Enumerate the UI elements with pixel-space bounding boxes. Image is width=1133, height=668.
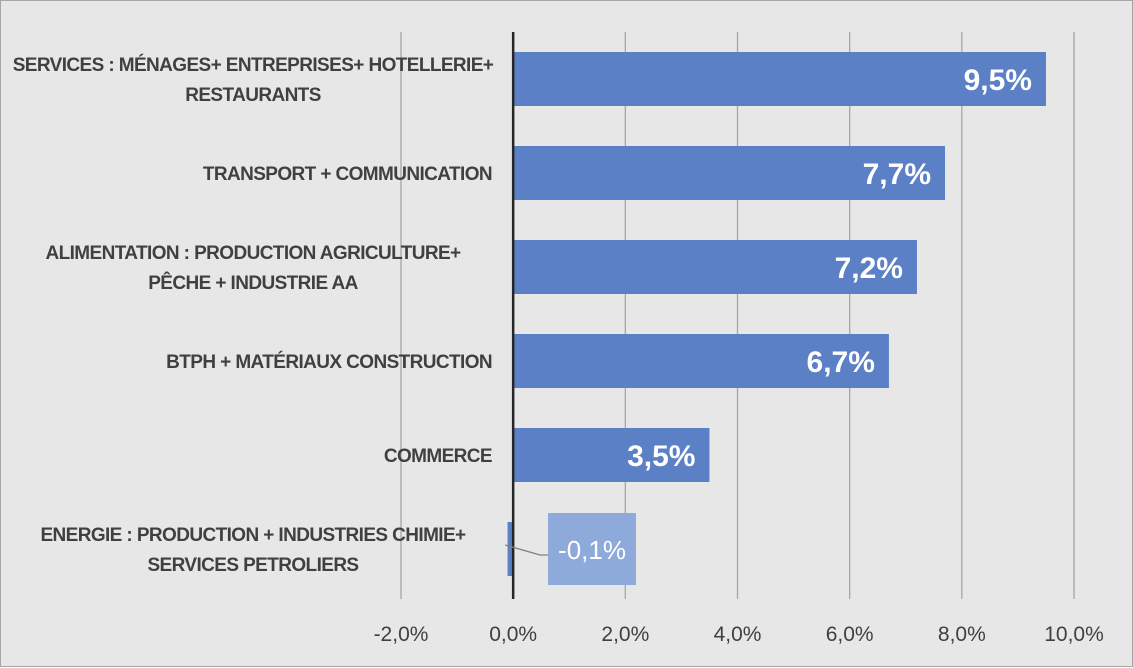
category-label: COMMERCE xyxy=(384,446,492,467)
x-tick-label: 6,0% xyxy=(826,623,874,646)
bar-btph-materiaux xyxy=(513,334,889,388)
category-label-line: RESTAURANTS xyxy=(185,85,321,106)
category-label: ENERGIE : PRODUCTION + INDUSTRIES CHIMIE… xyxy=(40,525,466,576)
x-tick-label: -2,0% xyxy=(374,623,429,646)
gridlines xyxy=(400,32,1075,599)
category-label: ALIMENTATION : PRODUCTION AGRICULTURE+ PÊ… xyxy=(45,243,461,294)
tick-labels: -2,0% 0,0% 2,0% 4,0% 6,0% 8,0% 10,0% xyxy=(374,623,1104,646)
bar-services-menages xyxy=(513,52,1046,106)
category-label-line: ALIMENTATION : PRODUCTION AGRICULTURE+ xyxy=(45,243,461,264)
bar-commerce xyxy=(513,428,710,482)
data-label: 3,5% xyxy=(627,440,695,473)
data-labels: 9,5% 7,7% 7,2% 6,7% 3,5% -0,1% xyxy=(504,64,1032,585)
x-tick-label: 8,0% xyxy=(938,623,986,646)
bar-transport-communication xyxy=(513,146,946,200)
bar-alimentation-production xyxy=(513,240,917,294)
bars xyxy=(507,52,1046,576)
category-label: SERVICES : MÉNAGES+ ENTREPRISES+ HOTELLE… xyxy=(13,54,494,106)
bar-energie-production xyxy=(507,522,514,576)
leader-line xyxy=(504,544,548,556)
category-label-line: BTPH + MATÉRIAUX CONSTRUCTION xyxy=(166,351,492,373)
data-label: 7,7% xyxy=(863,158,931,191)
category-labels: SERVICES : MÉNAGES+ ENTREPRISES+ HOTELLE… xyxy=(13,54,495,576)
category-label-line: TRANSPORT + COMMUNICATION xyxy=(203,164,492,185)
category-label-line: SERVICES : MÉNAGES+ ENTREPRISES+ HOTELLE… xyxy=(13,54,494,76)
x-tick-label: 0,0% xyxy=(489,623,537,646)
data-label: 9,5% xyxy=(964,64,1032,97)
category-label-line: COMMERCE xyxy=(384,446,492,467)
x-tick-label: 10,0% xyxy=(1044,623,1104,646)
category-label: BTPH + MATÉRIAUX CONSTRUCTION xyxy=(166,351,492,373)
category-label: TRANSPORT + COMMUNICATION xyxy=(203,164,492,185)
data-label: 7,2% xyxy=(835,252,903,285)
x-tick-label: 4,0% xyxy=(714,623,762,646)
data-label: 6,7% xyxy=(807,346,875,379)
category-label-line: SERVICES PETROLIERS xyxy=(147,555,358,576)
x-tick-label: 2,0% xyxy=(601,623,649,646)
category-label-line: ENERGIE : PRODUCTION + INDUSTRIES CHIMIE… xyxy=(40,525,466,546)
data-label-box xyxy=(548,513,636,585)
category-label-line: PÊCHE + INDUSTRIE AA xyxy=(148,272,358,294)
data-label: -0,1% xyxy=(558,535,626,565)
